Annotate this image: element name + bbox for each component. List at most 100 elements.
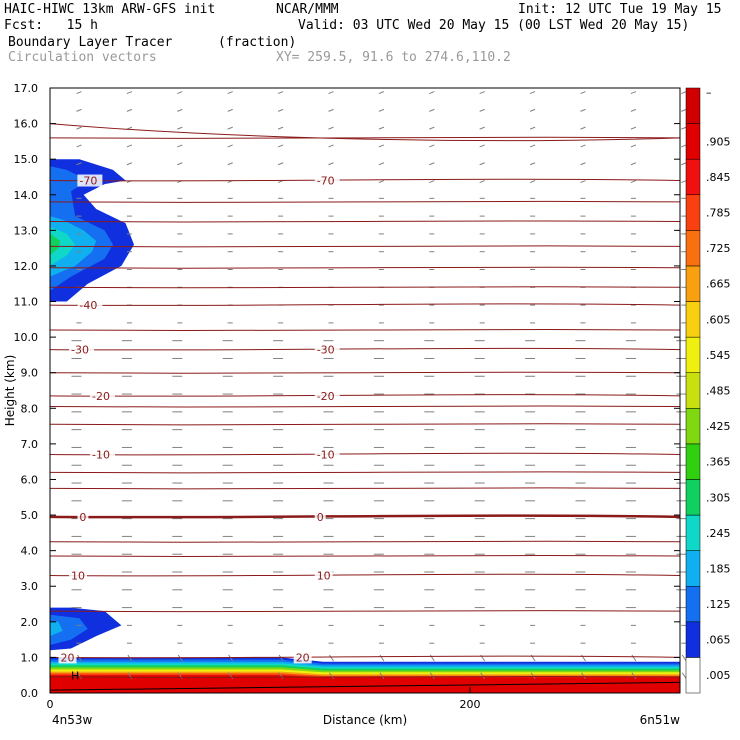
vector-arrow	[681, 162, 687, 166]
y-axis-label: Height (km)	[3, 355, 17, 426]
contour-label: -20	[92, 390, 110, 403]
center-label: NCAR/MMM	[276, 2, 339, 17]
contour-label-bg	[69, 343, 94, 356]
colorbar-swatch	[685, 265, 701, 302]
x-left-endpoint: 4n53w	[52, 713, 93, 727]
y-tick-label: 17.0	[14, 82, 39, 95]
contour-line	[49, 540, 681, 543]
contour-label: 20	[61, 651, 75, 664]
colorbar-swatch	[685, 336, 701, 373]
vector-arrow	[429, 144, 435, 148]
plot-frame	[49, 87, 681, 694]
vector-arrow	[77, 672, 82, 680]
contour-label: 0	[79, 511, 86, 524]
contour-label: -70	[317, 175, 335, 188]
contour-label-bg	[314, 569, 333, 582]
vector-arrow	[580, 108, 586, 112]
vector-arrow	[329, 672, 334, 680]
colorbar-label: .185	[706, 562, 731, 575]
vector-arrow	[529, 144, 536, 148]
colorbar-swatch	[685, 657, 701, 694]
colorbar-swatch	[685, 123, 701, 160]
contour-line	[49, 423, 681, 426]
contour-label: -30	[71, 344, 89, 357]
contour-0	[49, 655, 681, 659]
y-tick-label: 8.0	[21, 402, 39, 415]
contour-line	[49, 371, 681, 374]
contour-label-bg	[314, 343, 340, 356]
vector-arrow	[530, 672, 536, 680]
vector-arrow	[681, 144, 687, 148]
xy-range: XY= 259.5, 91.6 to 274.6,110.2	[276, 50, 511, 65]
contour-label: 10	[317, 570, 331, 583]
y-tick-label: 1.0	[21, 651, 39, 664]
y-tick-label: 16.0	[14, 118, 39, 131]
colorbar-label: .605	[706, 313, 731, 326]
low-plume-2	[50, 621, 63, 637]
contour-line	[49, 554, 681, 557]
vector-arrow	[580, 180, 586, 183]
vector-arrow	[529, 126, 536, 130]
vector-arrow	[630, 108, 637, 112]
contour-5	[49, 347, 681, 351]
vector-arrow	[681, 672, 687, 680]
contour-line	[49, 405, 681, 408]
vector-arrow	[630, 162, 637, 166]
vector-arrow	[429, 162, 435, 166]
contour-label-bg	[293, 651, 312, 664]
vector-arrow	[479, 180, 485, 183]
colorbar-label: .005	[706, 669, 731, 682]
vector-arrow	[479, 162, 485, 166]
vector-arrow	[126, 126, 133, 130]
colorbar: .005 .065 .125 .185 .245 .305 .365 .425 .485 .545…	[685, 86, 731, 694]
vector-arrow	[76, 126, 82, 130]
vector-arrow	[227, 91, 233, 95]
vector-arrow	[227, 126, 233, 130]
contour-label: -30	[317, 344, 335, 357]
contour-6	[49, 303, 681, 306]
colorbar-swatch	[685, 585, 701, 623]
colorbar-label: .845	[706, 171, 731, 184]
colorbar-swatch	[685, 408, 701, 445]
contour-line	[49, 286, 681, 289]
y-tick-label: 2.0	[21, 616, 39, 629]
vector-arrow	[630, 180, 637, 183]
y-tick-label: 3.0	[21, 580, 39, 593]
plot-area	[50, 88, 680, 693]
contour-label-bg	[77, 174, 103, 187]
y-tick-label: 10.0	[14, 331, 39, 344]
vector-arrow	[126, 162, 133, 166]
vector-arrow	[177, 126, 183, 130]
colorbar-swatch	[685, 550, 701, 587]
vector-arrow	[529, 162, 536, 166]
contour-line	[49, 675, 681, 678]
vector-arrow	[277, 162, 284, 166]
vector-arrow	[479, 91, 485, 95]
vector-arrow	[581, 672, 586, 680]
vector-arrow	[480, 672, 486, 680]
vector-arrow	[630, 144, 637, 148]
vector-arrow	[277, 144, 284, 148]
vector-arrow	[379, 654, 385, 662]
contour-7	[49, 178, 681, 182]
colorbar-swatch	[685, 443, 701, 480]
forecast-hour: Fcst: 15 h	[4, 18, 98, 33]
colorbar-label: .725	[706, 242, 731, 255]
vector-arrow	[177, 108, 183, 112]
vector-arrow	[76, 144, 82, 148]
vector-arrow	[76, 91, 82, 95]
vector-arrow	[681, 91, 687, 95]
upper-plume-4	[50, 233, 61, 256]
vector-arrow	[328, 162, 334, 166]
contour-label-bg	[69, 569, 87, 582]
vector-arrow	[681, 180, 687, 183]
vector-arrow	[529, 108, 536, 112]
contour-label: -70	[79, 175, 97, 188]
contour-label-bg	[77, 510, 89, 523]
vector-arrow	[429, 91, 435, 95]
vector-arrow	[278, 672, 284, 680]
y-tick-label: 6.0	[21, 473, 39, 486]
contour-label: -10	[92, 449, 110, 462]
contour-line	[49, 200, 681, 203]
